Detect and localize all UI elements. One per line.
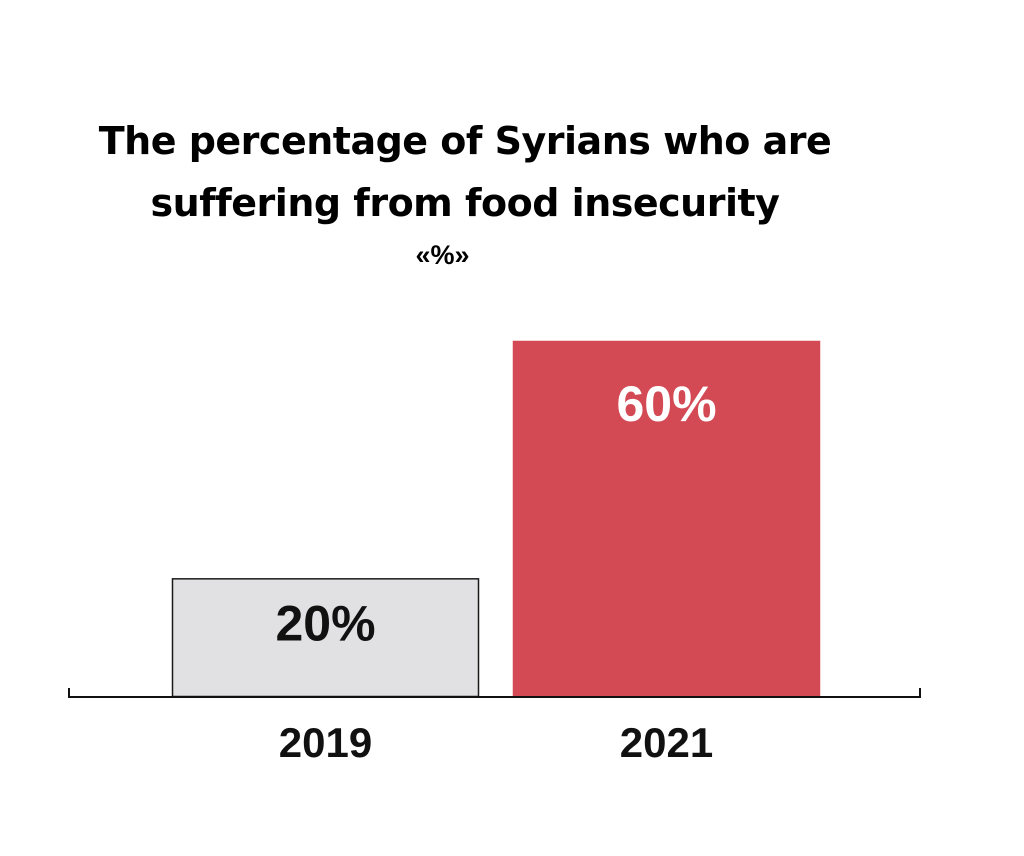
bar-value-label-2019: 20% bbox=[275, 595, 375, 651]
category-label-2021: 2021 bbox=[620, 719, 713, 766]
chart-title: The percentage of Syrians who are suffer… bbox=[0, 110, 930, 234]
bar-2021 bbox=[512, 340, 821, 698]
chart-title-line-1: The percentage of Syrians who are bbox=[98, 119, 832, 163]
chart-title-line-2: suffering from food insecurity bbox=[150, 181, 780, 225]
category-label-2019: 2019 bbox=[279, 719, 372, 766]
bar-value-label-2021: 60% bbox=[616, 376, 716, 432]
bar-2019 bbox=[171, 578, 480, 698]
chart-unit-label: «%» bbox=[415, 240, 470, 270]
